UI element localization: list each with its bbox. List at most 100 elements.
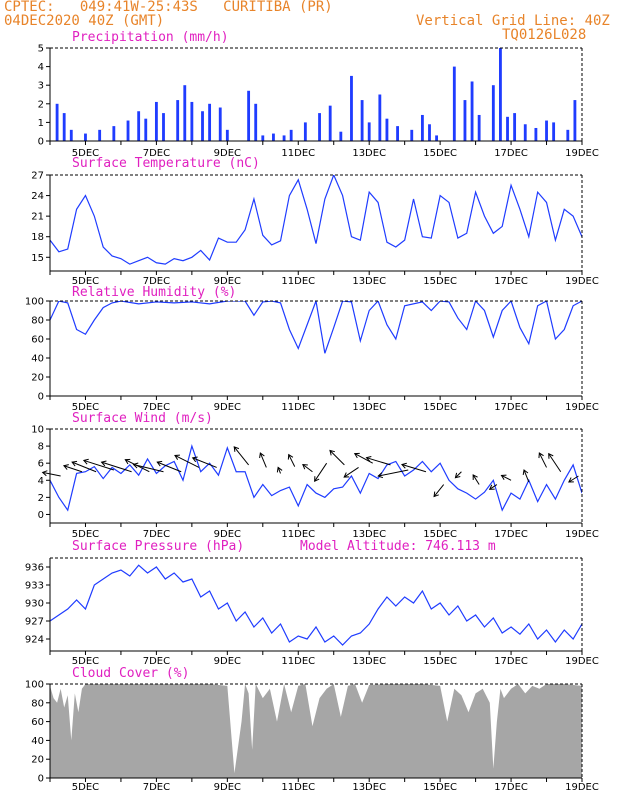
precip-bar <box>452 66 456 141</box>
x-tick-label: 5DEC <box>72 148 99 159</box>
x-tick-label: 17DEC <box>494 148 528 159</box>
wind-vector <box>455 471 462 479</box>
wind-arrowhead <box>538 452 544 459</box>
x-tick-label: 17DEC <box>494 782 528 793</box>
precip-bar <box>420 114 424 141</box>
x-tick-label: 9DEC <box>214 148 241 159</box>
wind-vector <box>288 454 296 467</box>
precip-bar <box>254 103 258 141</box>
y-tick-label: 2 <box>38 493 44 504</box>
x-tick-label: 7DEC <box>143 148 170 159</box>
panel-title: Relative Humidity (%) <box>72 285 236 300</box>
x-tick-label: 15DEC <box>423 782 457 793</box>
y-tick-label: 24 <box>31 191 44 202</box>
wind-vector <box>366 457 391 466</box>
precip-bar <box>162 113 165 141</box>
x-tick-label: 19DEC <box>565 656 599 667</box>
wind-arrowhead <box>353 452 360 459</box>
precip-bar <box>289 129 293 141</box>
precip-bar <box>506 116 509 141</box>
precip-bar <box>137 111 141 141</box>
wind-arrowhead <box>433 491 439 498</box>
wind-arrowhead <box>488 484 495 490</box>
series-line <box>50 175 582 265</box>
x-tick-label: 5DEC <box>72 656 99 667</box>
precip-bar <box>55 103 59 141</box>
wind-vector <box>133 464 164 473</box>
wind-vector <box>63 465 83 473</box>
precip-bar <box>328 105 332 141</box>
wind-vector <box>538 452 547 468</box>
wind-arrowhead <box>377 472 384 479</box>
precip-bar <box>183 85 187 141</box>
y-tick-label: 21 <box>31 212 44 223</box>
x-tick-label: 17DEC <box>494 529 528 540</box>
wind-arrowhead <box>522 469 529 475</box>
precip-bar <box>176 100 180 141</box>
wind-vector <box>259 452 267 468</box>
wind-arrowhead <box>156 460 163 467</box>
precip-bar <box>470 81 474 141</box>
x-tick-label: 9DEC <box>214 276 241 287</box>
x-tick-label: 17DEC <box>494 402 528 413</box>
wind-arrowhead <box>365 455 372 462</box>
wind-vector <box>433 484 445 497</box>
x-tick-label: 15DEC <box>423 656 457 667</box>
precip-bar <box>573 100 577 141</box>
panel-title: Cloud Cover (%) <box>72 666 189 681</box>
y-tick-label: 2 <box>38 99 44 110</box>
y-tick-label: 60 <box>31 717 44 728</box>
wind-vector <box>42 471 61 477</box>
x-tick-label: 9DEC <box>214 782 241 793</box>
x-tick-label: 19DEC <box>565 402 599 413</box>
x-tick-label: 15DEC <box>423 402 457 413</box>
wind-arrowhead <box>343 472 350 478</box>
y-tick-label: 5 <box>38 44 44 55</box>
cloud-cover-area <box>50 684 582 778</box>
precip-bar <box>218 107 222 141</box>
series-line <box>50 564 582 646</box>
precip-bar <box>513 113 517 141</box>
wind-arrowhead <box>233 446 240 452</box>
precip-bar <box>201 111 204 141</box>
x-tick-label: 11DEC <box>281 276 315 287</box>
x-tick-label: 15DEC <box>423 529 457 540</box>
y-tick-label: 4 <box>38 476 44 487</box>
y-tick-label: 3 <box>38 81 44 92</box>
precip-bar <box>552 122 556 141</box>
x-tick-label: 11DEC <box>281 782 315 793</box>
x-tick-label: 5DEC <box>72 529 99 540</box>
series-line <box>50 444 582 512</box>
y-tick-label: 0 <box>38 510 44 521</box>
y-tick-label: 1 <box>38 118 44 129</box>
wind-arrowhead <box>100 460 107 467</box>
x-tick-label: 9DEC <box>214 529 241 540</box>
x-tick-label: 11DEC <box>281 402 315 413</box>
wind-vector <box>354 453 373 464</box>
x-tick-label: 9DEC <box>214 656 241 667</box>
precip-bar <box>360 100 364 141</box>
y-tick-label: 80 <box>31 698 44 709</box>
wind-vector <box>343 467 359 478</box>
x-tick-label: 15DEC <box>423 276 457 287</box>
x-tick-label: 19DEC <box>565 529 599 540</box>
wind-vector <box>233 446 250 466</box>
y-tick-label: 27 <box>31 171 44 182</box>
precip-bar <box>69 129 73 141</box>
precip-bar <box>303 122 307 141</box>
precip-bar <box>144 118 148 141</box>
wind-vector <box>378 469 409 477</box>
y-tick-label: 927 <box>25 617 44 628</box>
y-tick-label: 100 <box>25 680 44 691</box>
x-tick-label: 13DEC <box>352 782 386 793</box>
y-tick-label: 20 <box>31 755 44 766</box>
y-tick-label: 933 <box>25 581 44 592</box>
x-tick-label: 5DEC <box>72 276 99 287</box>
wind-vector <box>401 464 427 473</box>
wind-vector <box>472 474 480 485</box>
precip-bar <box>396 126 399 141</box>
y-tick-label: 100 <box>25 297 44 308</box>
x-tick-label: 19DEC <box>565 148 599 159</box>
x-tick-label: 5DEC <box>72 402 99 413</box>
